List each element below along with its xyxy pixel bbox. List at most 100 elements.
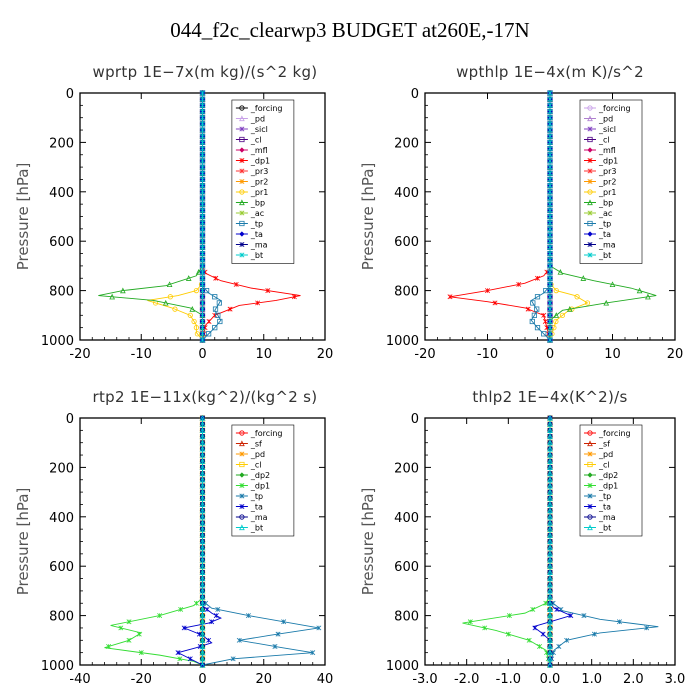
data-point bbox=[265, 288, 271, 294]
legend-marker bbox=[239, 451, 245, 457]
legend-label: _pr2 bbox=[250, 178, 268, 187]
legend-marker bbox=[239, 231, 245, 237]
data-point bbox=[547, 306, 553, 312]
data-point bbox=[199, 661, 206, 668]
data-point bbox=[553, 312, 560, 318]
series-line bbox=[530, 93, 551, 341]
legend-marker bbox=[587, 493, 593, 499]
data-point bbox=[200, 139, 205, 145]
y-tick-label: 600 bbox=[49, 235, 74, 250]
data-point bbox=[199, 637, 206, 643]
legend-label: _dp1 bbox=[250, 157, 270, 166]
legend-label: _tp bbox=[598, 492, 611, 501]
data-point bbox=[547, 470, 553, 477]
y-tick-label: 0 bbox=[411, 87, 419, 102]
data-point bbox=[547, 220, 553, 226]
data-point bbox=[547, 152, 553, 158]
data-point bbox=[581, 613, 587, 619]
data-point bbox=[547, 164, 553, 170]
panel-2-title: wpthlp 1E−4x(m K)/s^2 bbox=[456, 63, 644, 81]
y-tick-label: 200 bbox=[394, 461, 419, 476]
data-point bbox=[529, 318, 535, 325]
data-point bbox=[191, 318, 197, 325]
legend-marker bbox=[587, 461, 593, 468]
data-point bbox=[547, 421, 553, 427]
data-point bbox=[492, 300, 498, 306]
legend-label: _mfl bbox=[250, 146, 268, 155]
data-point bbox=[547, 109, 553, 115]
data-point bbox=[547, 612, 553, 619]
data-point bbox=[175, 650, 181, 656]
legend-label: _forcing bbox=[250, 429, 283, 438]
data-point bbox=[199, 538, 206, 545]
data-point bbox=[199, 451, 206, 458]
data-point bbox=[506, 613, 512, 619]
series-line bbox=[98, 93, 203, 340]
data-point bbox=[200, 257, 205, 263]
x-tick-label: 20 bbox=[255, 672, 272, 687]
data-point bbox=[200, 325, 205, 331]
data-point bbox=[636, 287, 643, 294]
data-point bbox=[616, 619, 622, 625]
data-point bbox=[547, 275, 553, 281]
legend-label: _dp1 bbox=[598, 482, 618, 491]
y-tick-label: 800 bbox=[49, 285, 74, 300]
data-point bbox=[530, 606, 536, 612]
data-point bbox=[199, 575, 206, 582]
legend-label: _ma bbox=[598, 513, 616, 522]
data-point bbox=[199, 532, 206, 538]
data-point bbox=[564, 637, 570, 643]
legend-label: _dp1 bbox=[250, 482, 270, 491]
y-tick-label: 1000 bbox=[386, 659, 419, 674]
data-point bbox=[547, 133, 553, 139]
legend-label: _cl bbox=[598, 136, 610, 145]
data-point bbox=[245, 613, 251, 619]
x-tick-label: 20 bbox=[667, 347, 684, 362]
data-point bbox=[482, 625, 488, 631]
x-tick-label: 10 bbox=[255, 347, 272, 362]
data-point bbox=[316, 625, 322, 631]
data-point bbox=[199, 587, 206, 594]
data-point bbox=[547, 593, 553, 600]
data-point bbox=[200, 263, 205, 269]
data-point bbox=[200, 109, 205, 115]
legend-label: _ta bbox=[250, 230, 263, 239]
data-point bbox=[199, 519, 206, 526]
legend-marker bbox=[587, 189, 593, 195]
legend-marker bbox=[239, 252, 245, 258]
data-point bbox=[547, 427, 553, 433]
data-point bbox=[557, 268, 564, 275]
data-point bbox=[199, 643, 206, 650]
legend-label: _ta bbox=[598, 230, 611, 239]
data-point bbox=[547, 439, 553, 446]
data-point bbox=[534, 294, 541, 300]
series-dp1 bbox=[447, 90, 553, 343]
data-point bbox=[554, 606, 560, 612]
data-point bbox=[199, 593, 206, 600]
legend-label: _bt bbox=[598, 251, 611, 260]
data-point bbox=[212, 325, 218, 331]
legend-marker bbox=[587, 252, 593, 258]
legend-marker bbox=[587, 199, 593, 206]
y-tick-label: 600 bbox=[394, 560, 419, 575]
data-point bbox=[200, 306, 205, 312]
data-point bbox=[644, 625, 650, 631]
series-line bbox=[202, 93, 222, 341]
legend-label: _bt bbox=[598, 524, 611, 533]
data-point bbox=[547, 331, 553, 337]
series-line bbox=[549, 93, 657, 340]
data-point bbox=[591, 631, 597, 637]
data-point bbox=[547, 325, 553, 331]
data-point bbox=[204, 606, 210, 612]
legend-marker bbox=[587, 126, 593, 132]
legend-marker bbox=[239, 493, 245, 499]
data-point bbox=[213, 613, 219, 619]
data-point bbox=[275, 631, 281, 637]
x-tick-label: 20 bbox=[317, 347, 334, 362]
data-point bbox=[547, 263, 553, 269]
data-point bbox=[109, 293, 116, 300]
data-point bbox=[526, 637, 532, 643]
x-tick-label: -20 bbox=[414, 347, 435, 362]
data-point bbox=[535, 275, 540, 281]
